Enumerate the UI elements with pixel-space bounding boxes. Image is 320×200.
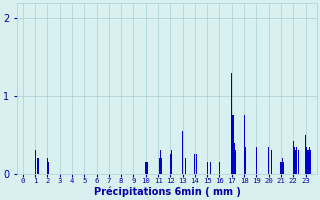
Bar [310,150,311,174]
Bar [271,150,272,174]
Bar [219,162,220,174]
Bar [280,162,282,174]
Bar [305,135,306,174]
X-axis label: Précipitations 6min ( mm ): Précipitations 6min ( mm ) [93,187,240,197]
Bar [37,158,38,174]
Bar [309,147,310,174]
Bar [235,150,236,174]
Bar [295,150,296,174]
Bar [234,143,235,174]
Bar [282,158,283,174]
Bar [256,147,257,174]
Bar [268,147,269,174]
Bar [185,158,186,174]
Bar [231,73,232,174]
Bar [296,147,298,174]
Bar [245,147,246,174]
Bar [196,154,197,174]
Bar [159,158,160,174]
Bar [171,150,172,174]
Bar [182,131,183,174]
Bar [298,150,299,174]
Bar [294,147,295,174]
Bar [232,115,234,174]
Bar [35,150,36,174]
Bar [170,154,171,174]
Bar [293,141,294,174]
Bar [210,162,212,174]
Bar [47,158,48,174]
Bar [207,162,208,174]
Bar [145,162,146,174]
Bar [147,162,148,174]
Bar [38,158,39,174]
Bar [306,147,307,174]
Bar [194,154,196,174]
Bar [160,150,161,174]
Bar [48,162,49,174]
Bar [283,162,284,174]
Bar [161,158,162,174]
